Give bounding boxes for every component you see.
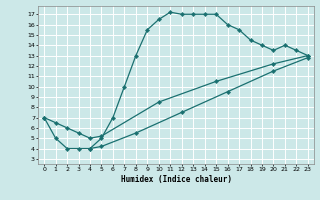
X-axis label: Humidex (Indice chaleur): Humidex (Indice chaleur) — [121, 175, 231, 184]
